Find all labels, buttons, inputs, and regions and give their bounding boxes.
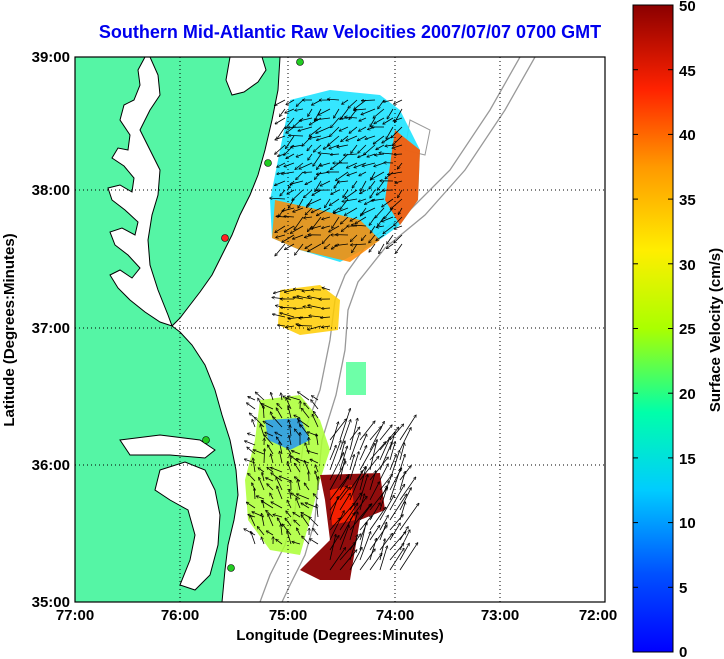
map-title: Southern Mid-Atlantic Raw Velocities 200… [98, 22, 602, 42]
y-tick-label: 36:00 [32, 457, 70, 474]
pamlico-sound [154, 461, 221, 591]
y-tick-label: 35:00 [32, 594, 70, 611]
colorbar-tick-label: 10 [679, 515, 696, 532]
radar-station-3 [221, 234, 229, 242]
y-axis: 39:00 38:00 37:00 36:00 35:00 Latitude (… [1, 49, 70, 611]
chesapeake-bay [107, 57, 173, 327]
x-axis-label: Longitude (Degrees:Minutes) [236, 627, 444, 644]
radar-station-4 [202, 436, 210, 444]
colorbar-tick-label: 50 [679, 0, 696, 15]
y-tick-label: 39:00 [32, 49, 70, 66]
x-tick-label: 76:00 [161, 607, 199, 624]
radar-stations [202, 58, 304, 572]
colorbar-tick-label: 5 [679, 580, 687, 597]
colorbar-tick-label: 30 [679, 257, 696, 274]
x-axis: 77:00 76:00 75:00 74:00 73:00 72:00 Long… [56, 607, 617, 644]
colorbar-tick-label: 40 [679, 127, 696, 144]
velocity-vectors [244, 99, 419, 571]
colorbar-tick-label: 35 [679, 192, 696, 209]
x-tick-label: 74:00 [376, 607, 414, 624]
x-tick-label: 75:00 [269, 607, 307, 624]
velocity-region-mid-small [346, 362, 366, 395]
radar-station-1 [296, 58, 304, 66]
colorbar-label: Surface Velocity (cm/s) [707, 248, 724, 412]
colorbar: 50 45 40 35 30 25 20 15 10 5 0 Surface V… [632, 0, 724, 659]
colorbar-tick-label: 0 [679, 644, 687, 659]
colorbar-tick-label: 45 [679, 63, 696, 80]
colorbar-tick-label: 25 [679, 321, 696, 338]
x-tick-label: 72:00 [579, 607, 617, 624]
y-tick-label: 37:00 [32, 320, 70, 337]
map-area [75, 57, 605, 602]
y-axis-label: Latitude (Degrees:Minutes) [1, 233, 18, 426]
delaware-bay [225, 57, 267, 96]
radar-station-5 [227, 564, 235, 572]
colorbar-gradient [632, 4, 674, 653]
x-tick-label: 77:00 [56, 607, 94, 624]
y-tick-label: 38:00 [32, 182, 70, 199]
albemarle-sound [119, 434, 216, 459]
radar-station-2 [264, 159, 272, 167]
plot-frame [74, 56, 606, 603]
colorbar-tick-label: 20 [679, 386, 696, 403]
colorbar-tick-label: 15 [679, 451, 696, 468]
x-tick-label: 73:00 [481, 607, 519, 624]
grid-lines [75, 57, 605, 602]
